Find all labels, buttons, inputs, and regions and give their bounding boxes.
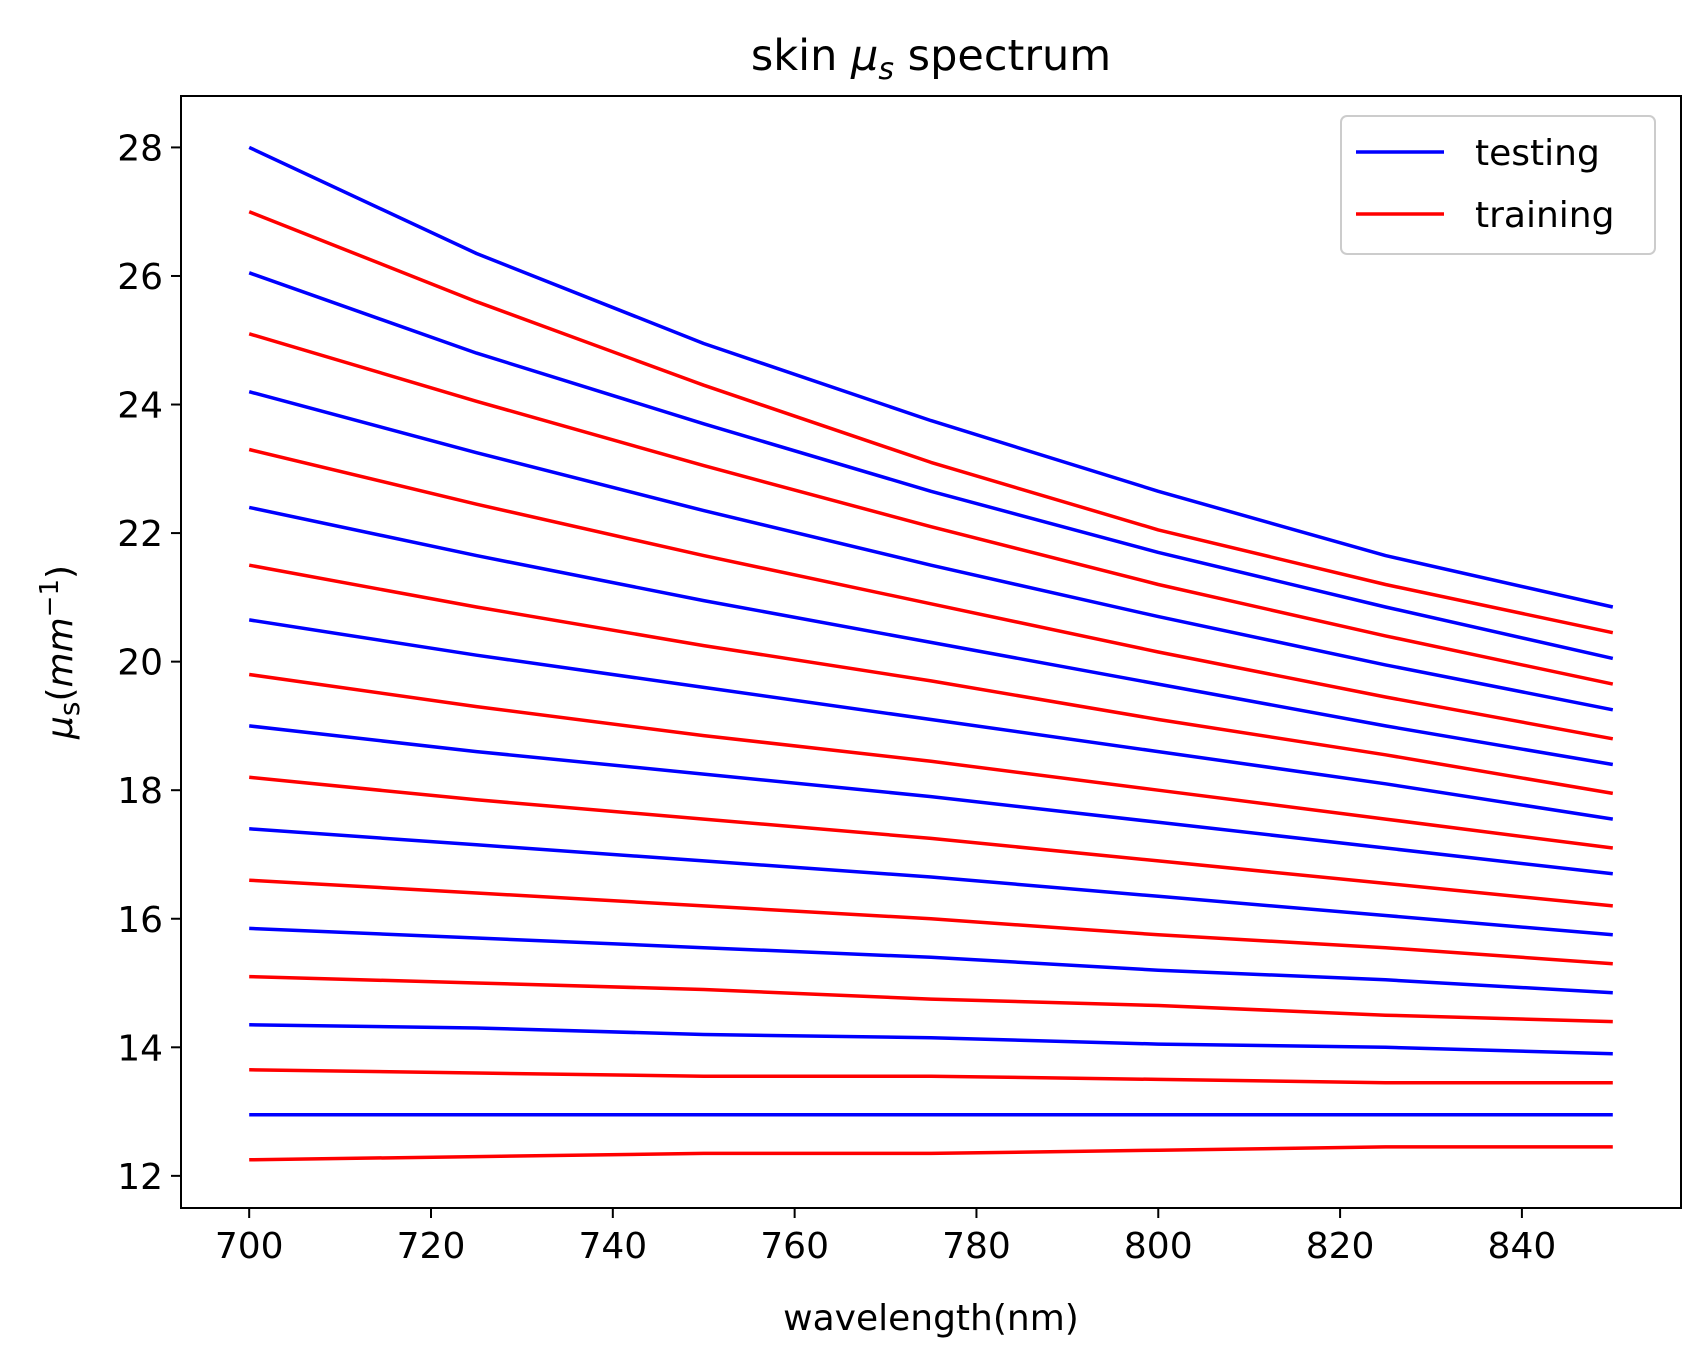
series-line-testing-15 — [249, 926, 1613, 995]
y-tick-label: 16 — [117, 900, 163, 941]
y-axis-ticks: 12 14 16 18 20 22 24 26 28 — [117, 128, 181, 1198]
y-tick-label: 26 — [117, 257, 163, 298]
x-tick-label: 740 — [578, 1226, 647, 1267]
series-line-training-8 — [248, 563, 1614, 796]
series-line-testing-11 — [249, 724, 1613, 876]
legend-label-training: training — [1475, 195, 1614, 236]
y-tick-label: 24 — [117, 386, 163, 427]
series-line-training-18 — [249, 1068, 1613, 1085]
x-axis-ticks: 700 720 740 760 780 800 820 840 — [215, 1208, 1556, 1267]
series-line-training-6 — [248, 447, 1614, 741]
series-line-testing-17 — [249, 1023, 1613, 1056]
x-tick-label: 700 — [215, 1226, 284, 1267]
axes-frame — [180, 95, 1682, 1209]
x-tick-label: 820 — [1306, 1226, 1375, 1267]
y-tick-label: 28 — [117, 128, 163, 169]
series-line-training-16 — [249, 974, 1613, 1024]
series-line-training-4 — [248, 332, 1614, 686]
x-tick-label: 780 — [942, 1226, 1011, 1267]
series-line-testing-1 — [248, 145, 1614, 609]
y-axis-label: μs(mm−1) — [35, 565, 86, 740]
legend-label-testing: testing — [1475, 133, 1600, 174]
y-tick-label: 22 — [117, 514, 163, 555]
y-tick-label: 20 — [117, 643, 163, 684]
series-line-training-20 — [249, 1145, 1613, 1162]
chart-title: skin μs spectrum — [751, 31, 1111, 87]
y-tick-label: 12 — [117, 1157, 163, 1198]
x-tick-label: 840 — [1488, 1226, 1557, 1267]
series-line-testing-13 — [249, 827, 1613, 937]
y-tick-label: 18 — [117, 771, 163, 812]
legend: testing training — [1340, 115, 1656, 255]
series-line-testing-5 — [248, 390, 1614, 712]
x-axis-label: wavelength(nm) — [783, 1298, 1079, 1339]
plot-lines — [248, 145, 1614, 1162]
series-line-training-2 — [248, 210, 1614, 635]
series-line-training-14 — [249, 878, 1613, 966]
series-line-testing-9 — [248, 618, 1614, 821]
series-line-testing-3 — [248, 271, 1614, 661]
x-tick-label: 760 — [760, 1226, 829, 1267]
series-line-training-12 — [249, 775, 1613, 908]
series-line-testing-7 — [248, 505, 1614, 767]
x-tick-label: 720 — [397, 1226, 466, 1267]
x-tick-label: 800 — [1124, 1226, 1193, 1267]
y-tick-label: 14 — [117, 1028, 163, 1069]
series-line-training-10 — [248, 672, 1614, 850]
